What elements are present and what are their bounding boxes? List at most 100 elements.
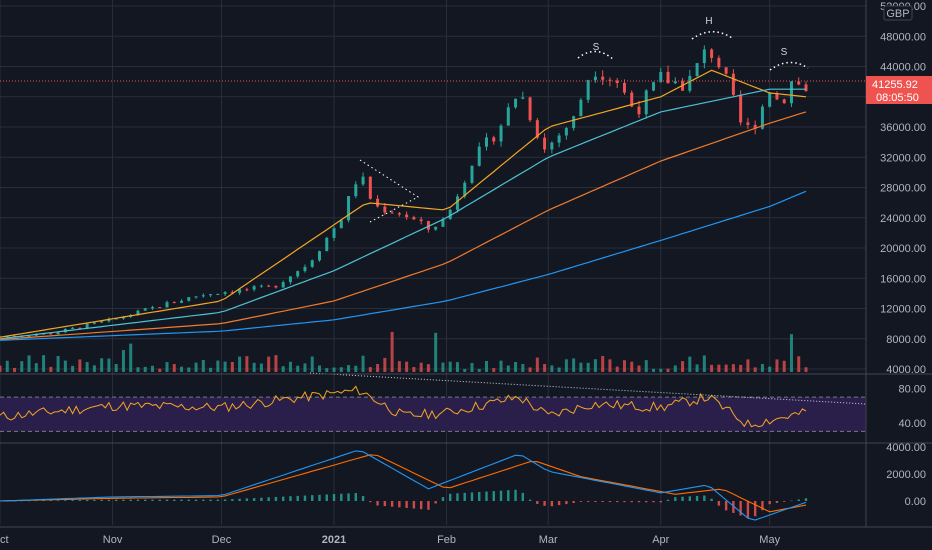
candle-body: [376, 198, 380, 207]
macd-histogram-bar: [281, 496, 285, 501]
volume-bar: [688, 356, 692, 372]
macd-histogram-bar: [107, 499, 111, 501]
head-shoulders-pattern: S H S: [0, 16, 866, 223]
volume-bar: [325, 368, 329, 372]
candle-body: [209, 294, 213, 296]
candle-body: [739, 94, 743, 123]
volume-bar: [5, 360, 9, 372]
candle-body: [753, 124, 757, 129]
volume-bar: [535, 357, 539, 372]
macd-histogram-bar: [187, 499, 190, 501]
macd-histogram-bar: [35, 500, 38, 502]
volume-bar: [731, 364, 735, 372]
volume-bar: [245, 356, 249, 372]
volume-bar: [455, 362, 459, 372]
macd-histogram-bar: [550, 501, 554, 507]
macd-histogram-bar: [434, 501, 437, 504]
candle-body: [143, 308, 147, 311]
volume-bar: [339, 367, 343, 372]
macd-histogram-bar: [601, 501, 604, 503]
volume-bar: [485, 361, 489, 372]
volume-bar: [405, 361, 409, 372]
candle-body: [92, 322, 96, 324]
time-tick-label: Mar: [539, 534, 558, 546]
candle-body: [506, 107, 510, 126]
candle-body: [150, 307, 154, 309]
macd-histogram-bar: [441, 497, 445, 501]
volume-bar: [760, 363, 764, 372]
macd-histogram-bar: [78, 500, 82, 501]
currency-badge[interactable]: [883, 5, 913, 21]
macd-histogram-bar: [463, 492, 466, 501]
volume-bar: [543, 363, 547, 372]
macd-histogram-bar: [492, 491, 495, 501]
macd-histogram-bar: [129, 499, 132, 501]
macd-histogram-bar: [100, 499, 103, 501]
macd-histogram-bar: [144, 499, 147, 501]
volume-bar: [724, 364, 728, 372]
price-tick-label: 44000.00: [880, 62, 926, 74]
candle-body: [107, 318, 111, 322]
volume-bar: [463, 368, 467, 372]
candle-body: [288, 276, 292, 283]
candle-body: [230, 292, 234, 294]
time-axis[interactable]: Oct Nov Dec 2021 Feb Mar Apr May: [0, 534, 781, 546]
volume-bar: [121, 350, 125, 372]
volume-bar: [187, 367, 191, 372]
macd-histogram-bar: [194, 499, 198, 501]
volume-bar: [586, 362, 590, 372]
volume-bar: [702, 355, 706, 372]
macd-histogram-bar: [514, 489, 517, 501]
volume-bar: [477, 368, 481, 372]
macd-histogram-bar: [216, 499, 220, 501]
candle-body: [455, 196, 459, 210]
macd-histogram-bar: [64, 500, 67, 501]
candle-body: [702, 49, 706, 64]
candle-body: [477, 146, 481, 166]
macd-histogram-bar: [383, 501, 387, 507]
volume-bar: [630, 361, 634, 372]
volume-bar: [296, 365, 300, 372]
currency-label: GBP: [886, 8, 909, 20]
candle-body: [325, 237, 329, 252]
candle-body: [622, 82, 626, 93]
candle-body: [165, 302, 169, 308]
volume-bar: [194, 362, 198, 372]
volume-bar: [746, 359, 750, 372]
price-tick-label: 28000.00: [880, 183, 926, 195]
macd-panel: [0, 450, 808, 521]
price-tick-label: 48000.00: [880, 31, 926, 43]
macd-histogram-bar: [536, 501, 539, 504]
macd-histogram-bar: [528, 499, 532, 501]
macd-histogram-bar: [289, 496, 292, 501]
candle-body: [216, 294, 220, 296]
volume-bar: [56, 356, 60, 372]
pattern-label-head: H: [705, 16, 712, 27]
price-tick-label: 36000.00: [880, 122, 926, 134]
macd-histogram-bar: [390, 501, 394, 507]
candle-body: [405, 214, 409, 218]
macd-histogram-bar: [761, 501, 764, 511]
volume-bar: [150, 365, 154, 372]
volume-bar: [426, 364, 430, 372]
volume-bar: [739, 364, 743, 372]
volume-bar: [114, 363, 118, 372]
macd-histogram-bar: [630, 501, 633, 503]
macd-tick-label: 4000.00: [886, 442, 926, 454]
volume-bar: [528, 367, 532, 372]
macd-histogram-bar: [637, 501, 641, 503]
volume-bar: [230, 362, 234, 372]
volume-bar: [593, 359, 597, 372]
macd-histogram-bar: [666, 499, 670, 501]
macd-histogram-bar: [674, 497, 677, 501]
macd-histogram-bar: [565, 501, 568, 505]
candle-body: [158, 307, 162, 309]
volume-bar: [27, 355, 31, 372]
candle-body: [463, 182, 467, 197]
macd-histogram-bar: [448, 493, 452, 501]
candle-body: [659, 71, 663, 83]
time-tick-label: Nov: [103, 534, 123, 546]
volume-bar: [20, 361, 24, 372]
candle-body: [201, 295, 205, 297]
